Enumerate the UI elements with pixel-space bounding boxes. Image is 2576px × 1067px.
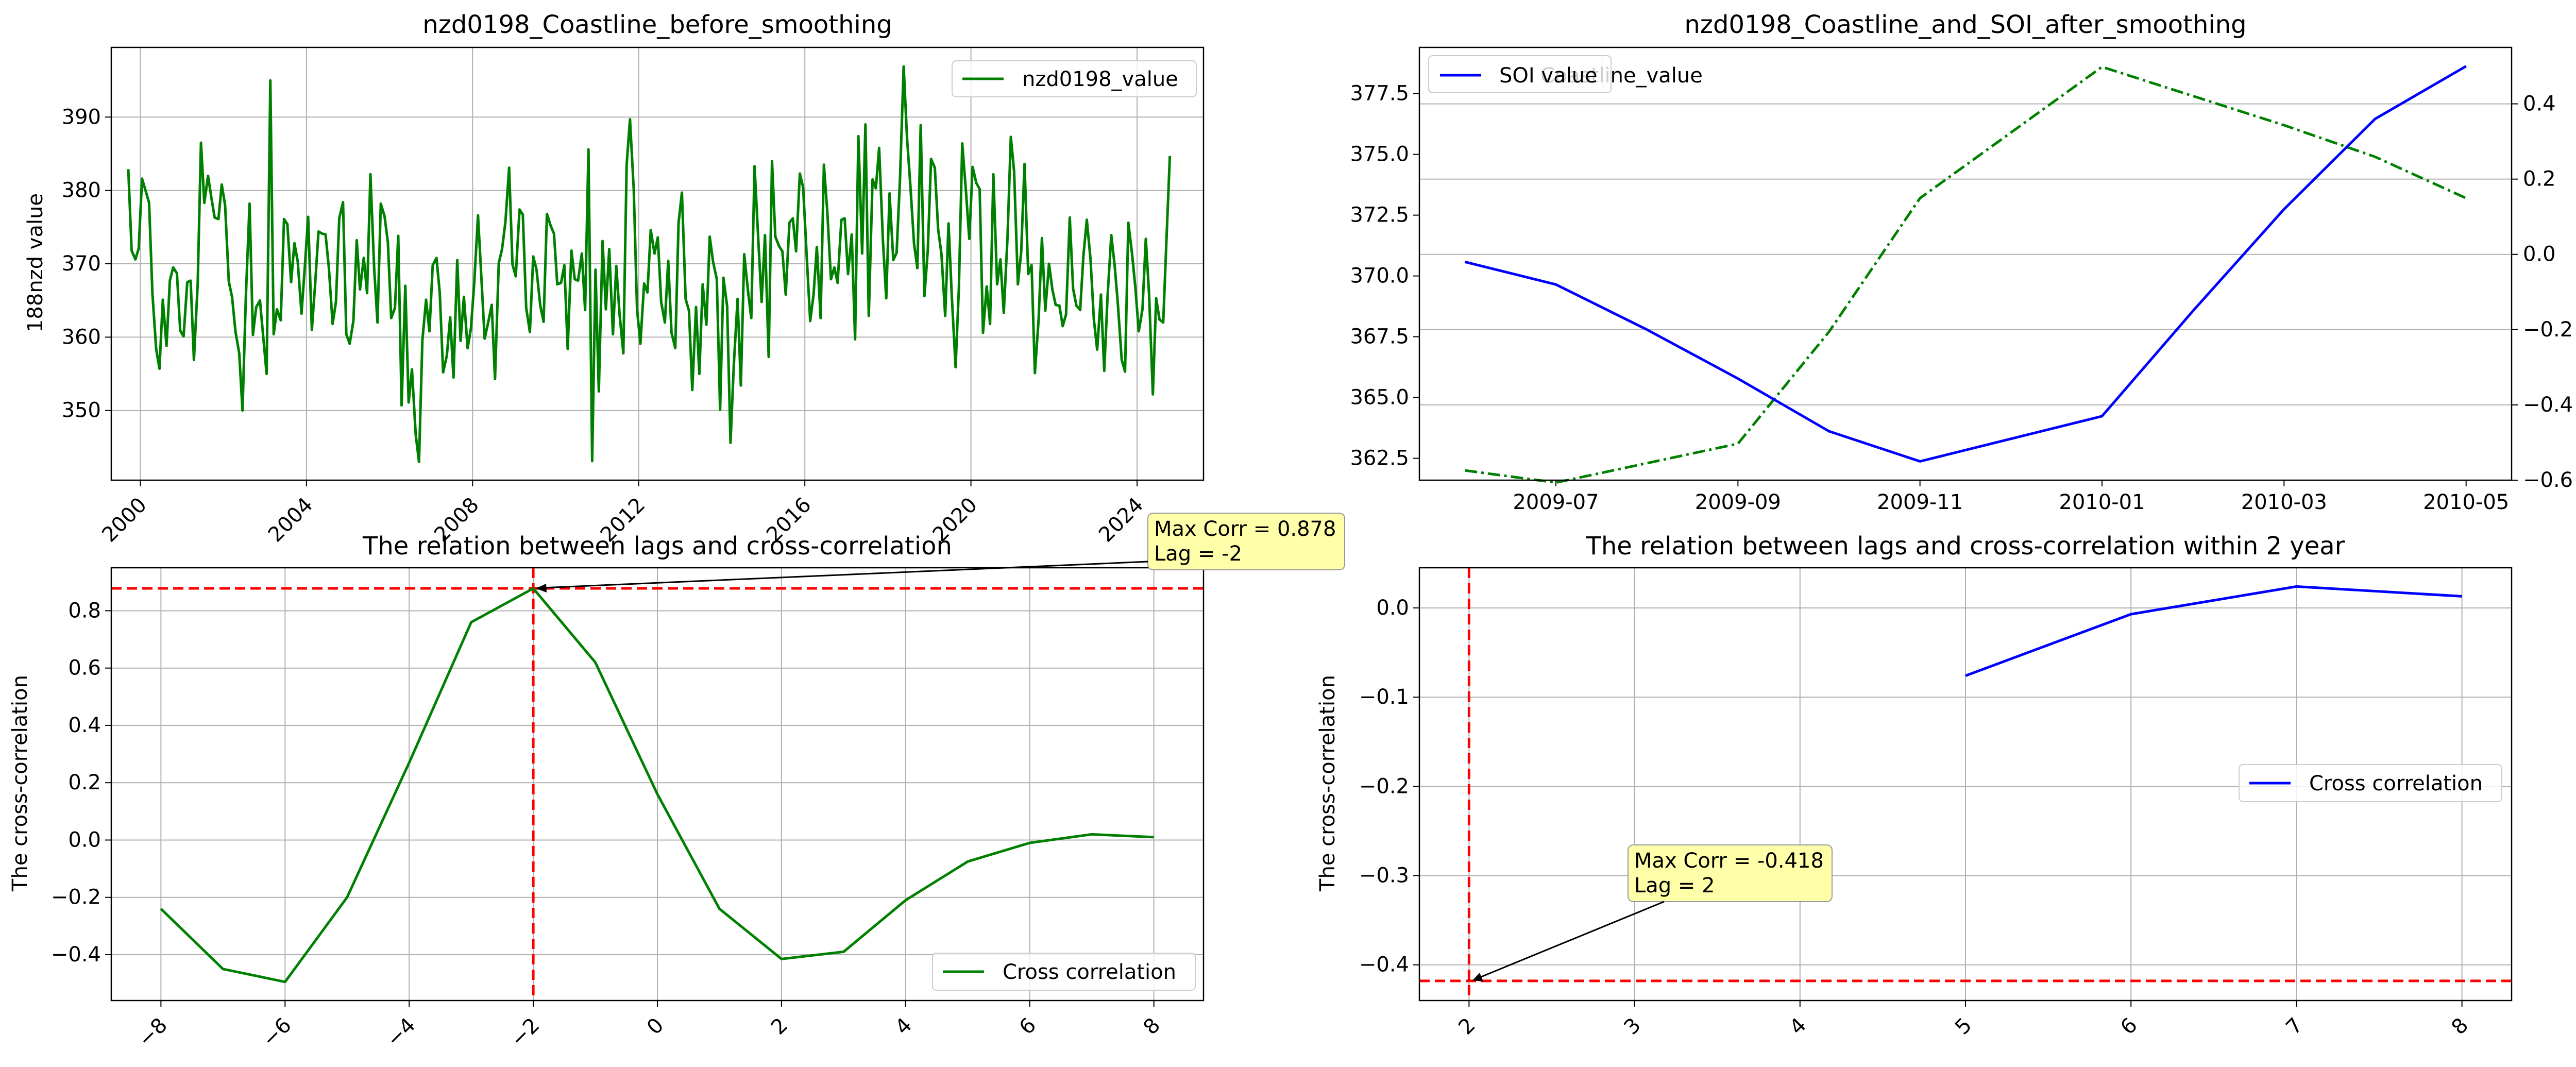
y-tick-label-right: 0.0 [2523,243,2556,266]
series-layer [127,65,1172,463]
y-tick-label: −0.4 [1359,953,1409,977]
x-tick-label: 2009-09 [1695,490,1781,514]
y-tick-label-left: 367.5 [1350,325,1409,349]
y-tick-label-right: −0.6 [2523,468,2573,492]
legend: Cross correlation [932,953,1196,991]
chart-title: nzd0198_Coastline_and_SOI_after_smoothin… [1684,10,2246,39]
annotation-line-2: Lag = -2 [1154,542,1242,566]
series-line-cross-correlation [1965,585,2462,677]
annotation-arrow [1478,901,1665,979]
chart-title: nzd0198_Coastline_before_smoothing [422,10,892,39]
y-tick-label: 0.6 [68,656,101,680]
x-tick-label: 2010-05 [2423,490,2509,514]
chart-title: The relation between lags and cross-corr… [362,532,952,561]
y-axis-label: The cross-correlation [1316,675,1340,892]
max-annotation: Max Corr = -0.418 Lag = 2 [1472,844,1833,981]
annotation-line-1: Max Corr = 0.878 [1154,517,1336,541]
y-tick-label: 360 [62,325,101,349]
series-layer [111,568,1204,1001]
y-tick-label-right: −0.2 [2523,318,2573,342]
axis-ticks: 2009-07 2009-09 2009-11 2010-01 2010-03 2010-… [1350,82,2573,514]
y-tick-label-left: 370.0 [1350,264,1409,288]
x-tick-label: 2009-07 [1513,490,1599,514]
legend-label: nzd0198_value [1022,67,1178,91]
chart-title: The relation between lags and cross-corr… [1586,532,2345,561]
legend-label: Cross correlation [1003,960,1176,984]
y-tick-label-right: 0.2 [2523,167,2556,191]
legend-box-right-axis [1428,55,1612,93]
plot-frame [110,567,1205,1002]
chart-after-smoothing: nzd0198_Coastline_and_SOI_after_smoothin… [1350,10,2573,514]
series-line-soi [1464,65,2467,463]
y-tick-label: 0.8 [68,599,101,622]
y-tick-label-left: 365.0 [1350,386,1409,410]
legend-box [952,60,1197,97]
series-line-cross-correlation [160,587,1154,984]
x-tick-label: 2009-11 [1877,490,1963,514]
plot-frame [1418,46,2513,481]
series-layer [1419,568,2512,1001]
x-tick-label: 2010-01 [2059,490,2145,514]
series-line-nzd0198 [127,65,1172,463]
legend-box [932,953,1196,991]
series-line-coastline [1464,65,2467,484]
y-tick-label: 350 [62,399,101,422]
annotation-box [1628,844,1833,902]
annotation-arrow [541,561,1148,589]
y-axis-label: The cross-correlation [8,675,32,892]
y-tick-label: 0.4 [68,714,101,737]
chart-cross-correlation-2-year: The relation between lags and cross-corr… [1316,532,2513,1039]
y-tick-label-right: −0.4 [2523,393,2573,417]
legend: Cross correlation [2239,764,2502,802]
y-tick-label: 370 [62,252,101,276]
y-tick-label-left: 362.5 [1350,447,1409,470]
annotation-line-2: Lag = 2 [1634,874,1715,897]
legend-label: Cross correlation [2309,772,2483,795]
legend-label-soi: SOI value [1499,64,1598,88]
y-tick-label-left: 377.5 [1350,82,1409,106]
y-tick-label: 390 [62,105,101,129]
y-tick-label: −0.2 [51,886,101,909]
legend-box [2239,764,2502,802]
y-tick-label: −0.2 [1359,774,1409,798]
axis-ticks: 2 3 4 5 6 7 8−0.4−0.3−0.2−0.10.0 [1359,596,2473,1039]
annotation-arrowhead [536,584,547,592]
annotation-line-1: Max Corr = -0.418 [1634,849,1824,873]
y-tick-label: −0.1 [1359,685,1409,709]
y-tick-label: −0.3 [1359,864,1409,888]
y-axis-label: 188nzd value [24,193,47,332]
y-tick-label: 0.0 [1376,596,1409,620]
max-annotation: Max Corr = 0.878 Lag = -2 [536,513,1345,592]
legend: Coastline_value SOI value [1428,55,1703,93]
y-tick-label-left: 372.5 [1350,204,1409,227]
annotation-arrowhead [1472,973,1483,981]
y-tick-label: 0.2 [68,771,101,794]
plot-frame [110,46,1205,481]
y-tick-label: 0.0 [68,828,101,852]
x-tick-label: 2010-03 [2241,490,2327,514]
y-tick-label: 380 [62,179,101,202]
annotation-box [1147,513,1345,570]
series-layer [1464,65,2467,484]
legend: nzd0198_value [952,60,1197,97]
plot-frame [1418,567,2513,1002]
y-tick-label: −0.4 [51,943,101,967]
y-tick-label-left: 375.0 [1350,143,1409,166]
y-tick-label-right: 0.4 [2523,92,2556,116]
